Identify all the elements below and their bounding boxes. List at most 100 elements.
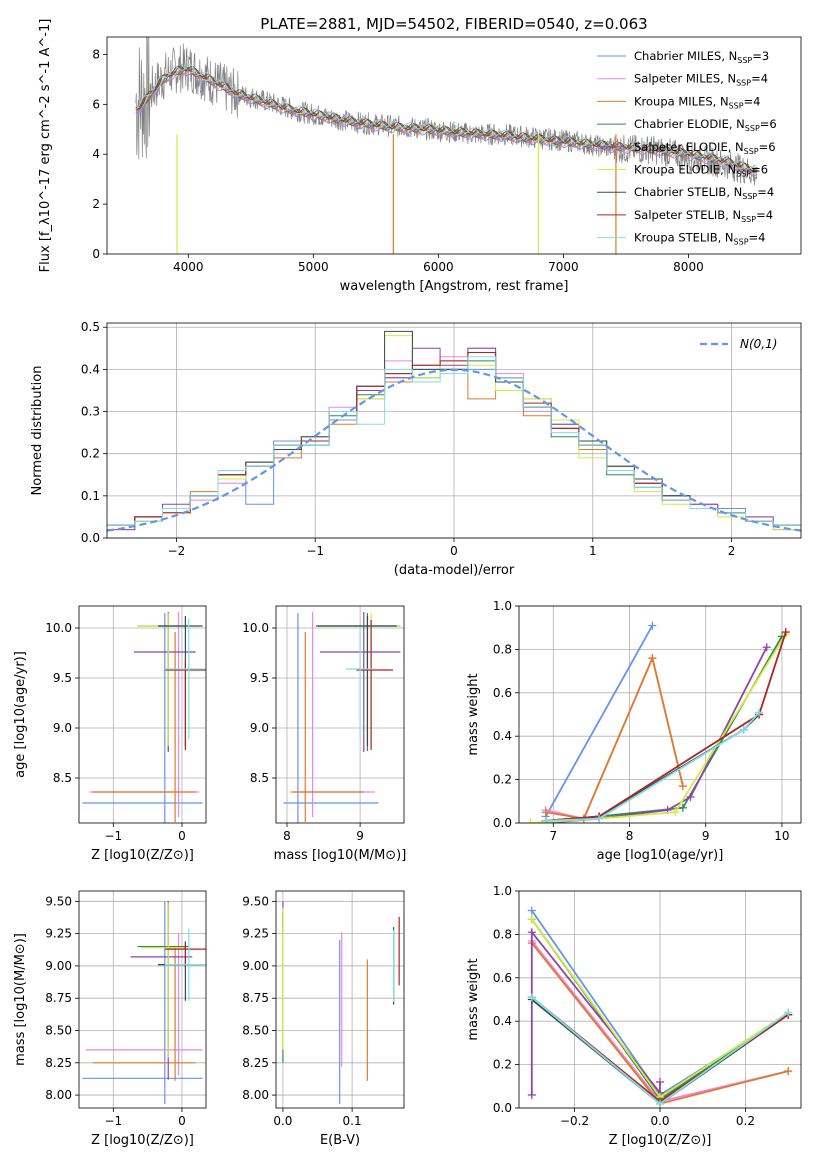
x-tick-label: 0 (450, 544, 458, 558)
x-tick-label: −1 (104, 1114, 122, 1128)
x-tick-label: −0.2 (560, 1114, 589, 1128)
y-tick-label: 9.25 (45, 927, 72, 941)
y-tick-label: 2 (92, 197, 100, 211)
legend-entry: Kroupa STELIB, NSSP=4 (634, 231, 765, 247)
legend-entry: Salpeter MILES, NSSP=4 (634, 72, 768, 88)
legend-value: =4 (756, 208, 773, 222)
y-tick-label: 6 (92, 97, 100, 111)
x-tick-label: −1 (104, 829, 122, 843)
y-tick-label: 0.8 (493, 642, 512, 656)
y-tick-label: 9.5 (53, 671, 72, 685)
legend-entry: Chabrier ELODIE, NSSP=6 (634, 117, 777, 133)
y-tick-label: 1.0 (493, 884, 512, 898)
x-axis-label-mass_vs_Z: Z [log10(Z/Z⊙)] (91, 1133, 194, 1148)
legend-value: =6 (759, 140, 776, 154)
x-axis-label-age_vs_mass: mass [log10(M/M⊙)] (274, 848, 407, 863)
y-axis-label-residuals: Normed distribution (30, 366, 45, 496)
y-tick-label: 0.2 (493, 1058, 512, 1072)
axes-frame-mass_vs_EBV (275, 890, 405, 1109)
y-tick-label: 0.0 (493, 816, 512, 830)
errorbar-plot (82, 901, 206, 1105)
model-line (135, 66, 757, 174)
y-tick-label: 9.5 (250, 671, 269, 685)
legend-subscript: SSP (745, 124, 760, 133)
y-tick-label: 8.50 (45, 1024, 72, 1038)
x-tick-label: 0.2 (736, 1114, 755, 1128)
weight-line (545, 631, 787, 822)
x-tick-label: 0.0 (650, 1114, 669, 1128)
histogram-step (107, 356, 801, 526)
y-tick-label: 0.5 (81, 320, 100, 334)
x-tick-label: 6000 (423, 260, 454, 274)
y-axis-label-mass_vs_Z: mass [log10(M/M⊙)] (13, 933, 28, 1066)
weight-line (544, 625, 654, 817)
axes-frame-age_vs_Z (78, 605, 207, 824)
weight-plot (526, 621, 790, 823)
x-axis-label-spectrum: wavelength [Angstrom, rest frame] (340, 279, 569, 294)
legend-subscript: SSP (736, 170, 751, 179)
axes-frame-residuals (106, 322, 802, 539)
axes-age_vs_mass: 8 9 8.5 9.0 9.5 10.0 (242, 606, 404, 843)
legend-spectrum: Chabrier MILES, NSSP=3 Salpeter MILES, NS… (597, 49, 777, 247)
y-tick-label: 8.00 (45, 1088, 72, 1102)
y-tick-label: 8.5 (250, 771, 269, 785)
legend-value: =6 (751, 163, 768, 177)
legend-entry: Salpeter STELIB, NSSP=4 (634, 208, 773, 224)
weight-line (530, 929, 661, 1096)
x-tick-label: −1 (306, 544, 324, 558)
y-tick-label: 10.0 (242, 621, 269, 635)
legend-entry: Chabrier MILES, NSSP=3 (634, 49, 769, 65)
legend-entry: Kroupa MILES, NSSP=4 (634, 94, 760, 110)
y-tick-label: 0.4 (493, 729, 512, 743)
y-tick-label: 8.25 (242, 1056, 269, 1070)
y-tick-label: 0.4 (81, 362, 100, 376)
legend-subscript: SSP (734, 238, 749, 247)
x-tick-label: 7 (549, 829, 557, 843)
y-tick-label: 9.50 (45, 894, 72, 908)
model-line (135, 68, 757, 174)
axes-frame-spectrum (106, 36, 802, 255)
x-tick-label: 0.0 (273, 1114, 292, 1128)
legend-value: =4 (744, 94, 761, 108)
axes-age_vs_Z: −1 0 8.5 9.0 9.5 10.0 (45, 606, 206, 843)
y-axis-label-spectrum: Flux [f_λ10^-17 erg cm^-2 s^-1 A^-1] (38, 19, 53, 273)
y-tick-label: 0.2 (493, 773, 512, 787)
y-tick-label: 8.25 (45, 1056, 72, 1070)
y-axis-label-massweight_vs_age: mass weight (466, 673, 481, 755)
y-tick-label: 0.3 (81, 405, 100, 419)
y-tick-label: 0.0 (81, 531, 100, 545)
x-axis-label-age_vs_Z: Z [log10(Z/Z⊙)] (91, 848, 194, 863)
x-tick-label: 0.1 (343, 1114, 362, 1128)
y-tick-label: 10.0 (45, 621, 72, 635)
axes-massweight_vs_age: 7 8 9 10 0.0 0.2 0.4 0.6 0.8 1.0 (493, 599, 801, 843)
y-tick-label: 0.4 (493, 1014, 512, 1028)
model-line (135, 63, 757, 170)
legend-entry: Chabrier STELIB, NSSP=4 (634, 185, 774, 201)
weight-line (545, 655, 684, 820)
x-tick-label: 1 (589, 544, 597, 558)
weight-line (545, 635, 783, 822)
weight-line (545, 655, 684, 820)
x-tick-label: 0 (178, 829, 186, 843)
errorbar-plot (282, 901, 400, 1105)
y-tick-label: 9.0 (53, 721, 72, 735)
y-tick-label: 0.6 (493, 971, 512, 985)
legend-value: =6 (760, 117, 777, 131)
legend-entry: N(0,1) (740, 337, 777, 351)
legend-subscript: SSP (742, 192, 757, 201)
y-tick-label: 8.75 (45, 991, 72, 1005)
legend-value: =3 (752, 49, 769, 63)
y-tick-label: 1.0 (493, 599, 512, 613)
y-tick-label: 4 (92, 147, 100, 161)
x-axis-label-residuals: (data-model)/error (394, 563, 515, 578)
legend-entry: Kroupa ELODIE, NSSP=6 (634, 163, 768, 179)
x-tick-label: 5000 (298, 260, 329, 274)
errorbar-plot (82, 612, 206, 823)
x-tick-label: 7000 (548, 260, 579, 274)
y-tick-label: 9.25 (242, 927, 269, 941)
axes-frame-massweight_vs_Z (518, 890, 802, 1109)
y-tick-label: 0 (92, 247, 100, 261)
y-tick-label: 8.50 (242, 1024, 269, 1038)
x-tick-label: 8000 (673, 260, 704, 274)
